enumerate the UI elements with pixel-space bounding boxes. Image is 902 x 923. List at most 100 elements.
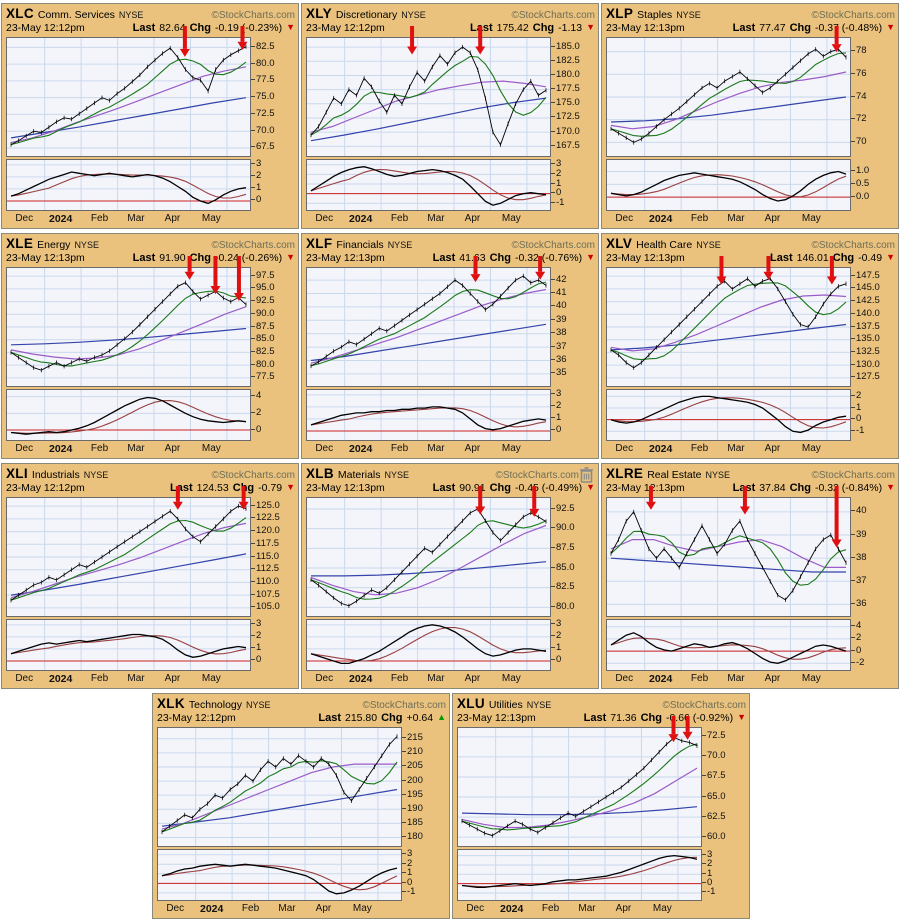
sector-name: Energy: [37, 239, 71, 251]
x-tick-label: Dec: [166, 903, 185, 914]
x-tick-label: Apr: [164, 673, 181, 684]
exchange-label: NYSE: [74, 240, 99, 250]
y-tick-label: 72: [851, 113, 867, 124]
y-tick-label: 2: [251, 630, 261, 641]
last-value: 146.01: [796, 252, 829, 264]
y-tick-label: 210: [402, 746, 423, 757]
y-tick-label: 117.5: [251, 538, 279, 549]
y-tick-label: 180.0: [551, 69, 580, 80]
ticker-symbol: XLB: [306, 466, 334, 481]
ticker-symbol: XLE: [6, 236, 34, 251]
quote-datetime: 23-May 12:13pm: [606, 252, 685, 264]
last-value: 77.47: [759, 22, 786, 34]
sector-name: Technology: [188, 699, 243, 711]
y-tick-label: 1: [702, 868, 712, 879]
y-tick-label: 41: [551, 287, 567, 298]
y-tick-label: 1: [402, 867, 412, 878]
x-tick-label: 2024: [348, 443, 373, 455]
x-tick-label: Feb: [541, 903, 560, 914]
last-label: Last: [732, 22, 756, 34]
trash-icon[interactable]: [579, 467, 594, 483]
indicator-panel: [457, 849, 702, 901]
change-direction-icon: ▼: [737, 712, 746, 722]
price-panel: [457, 716, 702, 847]
y-tick-label: 2: [402, 858, 412, 869]
y-tick-label: 82.5: [551, 581, 575, 592]
price-panel: [606, 256, 851, 387]
y-tick-label: 105.0: [251, 601, 280, 612]
sector-chart-card-xlp[interactable]: XLP Staples NYSE ©StockCharts.com 23-May…: [601, 3, 899, 229]
ticker-symbol: XLC: [6, 6, 34, 21]
sector-chart-card-xle[interactable]: XLE Energy NYSE ©StockCharts.com 23-May …: [1, 233, 299, 459]
chg-label: Chg: [489, 252, 511, 264]
y-tick-label: 92.5: [251, 295, 275, 306]
quote-datetime: 23-May 12:13pm: [306, 252, 385, 264]
sector-name: Industrials: [31, 469, 80, 481]
sector-chart-card-xlv[interactable]: XLV Health Care NYSE ©StockCharts.com 23…: [601, 233, 899, 459]
y-tick-label: 215: [402, 732, 423, 743]
y-tick-label: 87.5: [251, 321, 275, 332]
x-tick-label: May: [501, 443, 521, 454]
y-tick-label: 0: [251, 424, 261, 435]
chg-label: Chg: [532, 22, 555, 34]
y-tick-label: 70: [851, 136, 867, 147]
sector-chart-card-xlre[interactable]: XLRE Real Estate NYSE ©StockCharts.com 2…: [601, 463, 899, 689]
price-y-axis: 92.5 90.0 87.5 85.0 82.5 80.0: [551, 497, 595, 617]
y-tick-label: 3: [702, 849, 712, 860]
chg-label: Chg: [489, 482, 511, 494]
y-tick-label: 87.5: [551, 542, 575, 553]
y-tick-label: 78: [851, 45, 867, 56]
chg-value: -0.32 (-0.84%): [814, 482, 883, 494]
x-tick-label: Mar: [727, 673, 745, 684]
chart-header: XLRE Real Estate NYSE ©StockCharts.com: [606, 466, 895, 482]
sector-chart-card-xli[interactable]: XLI Industrials NYSE ©StockCharts.com 23…: [1, 463, 299, 689]
annotation-arrow-icon: [739, 486, 750, 515]
y-tick-label: 175.0: [551, 97, 580, 108]
x-tick-label: Feb: [690, 673, 709, 684]
x-axis: Dec 2024 Feb Mar Apr May: [306, 441, 549, 456]
y-tick-label: 95.0: [251, 282, 275, 293]
y-tick-label: 2: [551, 400, 561, 411]
sector-chart-card-xly[interactable]: XLY Discretionary NYSE ©StockCharts.com …: [301, 3, 599, 229]
y-tick-label: 137.5: [851, 321, 880, 332]
chg-label: Chg: [189, 252, 211, 264]
annotation-arrow-icon: [645, 486, 656, 510]
exchange-label: NYSE: [705, 470, 731, 480]
sector-name: Discretionary: [335, 9, 398, 21]
price-panel: [6, 256, 251, 387]
y-tick-label: 1: [851, 402, 861, 413]
exchange-label: NYSE: [526, 700, 552, 710]
ticker-symbol: XLU: [457, 696, 485, 711]
y-tick-label: 80.0: [251, 58, 275, 69]
sector-chart-card-xlc[interactable]: XLC Comm. Services NYSE ©StockCharts.com…: [1, 3, 299, 229]
last-value: 124.53: [196, 482, 229, 494]
chart-grid-bottom-row: XLK Technology NYSE ©StockCharts.com 23-…: [0, 693, 902, 923]
last-label: Last: [432, 252, 456, 264]
sector-chart-card-xlf[interactable]: XLF Financials NYSE ©StockCharts.com 23-…: [301, 233, 599, 459]
x-tick-label: Feb: [390, 213, 409, 224]
sector-chart-card-xlk[interactable]: XLK Technology NYSE ©StockCharts.com 23-…: [152, 693, 450, 919]
x-tick-label: 2024: [48, 673, 73, 685]
y-tick-label: 1: [251, 642, 261, 653]
y-tick-label: 37: [851, 575, 867, 586]
x-axis: Dec 2024 Feb Mar Apr May: [606, 441, 849, 456]
x-axis: Dec 2024 Feb Mar Apr May: [306, 671, 549, 686]
price-y-axis: 42 41 40 39 38 37 36 35: [551, 267, 595, 387]
last-label: Last: [583, 712, 607, 724]
exchange-label: NYSE: [118, 10, 144, 20]
y-tick-label: 107.5: [251, 589, 280, 600]
chart-header: XLI Industrials NYSE ©StockCharts.com: [6, 466, 295, 482]
sector-chart-card-xlu[interactable]: XLU Utilities NYSE ©StockCharts.com 23-M…: [452, 693, 750, 919]
y-tick-label: -2: [851, 657, 864, 668]
x-tick-label: Feb: [690, 213, 709, 224]
x-tick-label: Apr: [764, 443, 781, 454]
indicator-panel: [606, 159, 851, 211]
chg-value: -0.79: [258, 482, 283, 494]
annotation-arrow-icon: [233, 256, 244, 302]
change-direction-icon: ▼: [286, 22, 295, 32]
y-tick-label: 2: [551, 168, 561, 179]
last-value: 91.90: [159, 252, 186, 264]
annotation-arrow-icon: [682, 716, 693, 740]
sector-chart-card-xlb[interactable]: XLB Materials NYSE ©StockCharts.com 23-M…: [301, 463, 599, 689]
